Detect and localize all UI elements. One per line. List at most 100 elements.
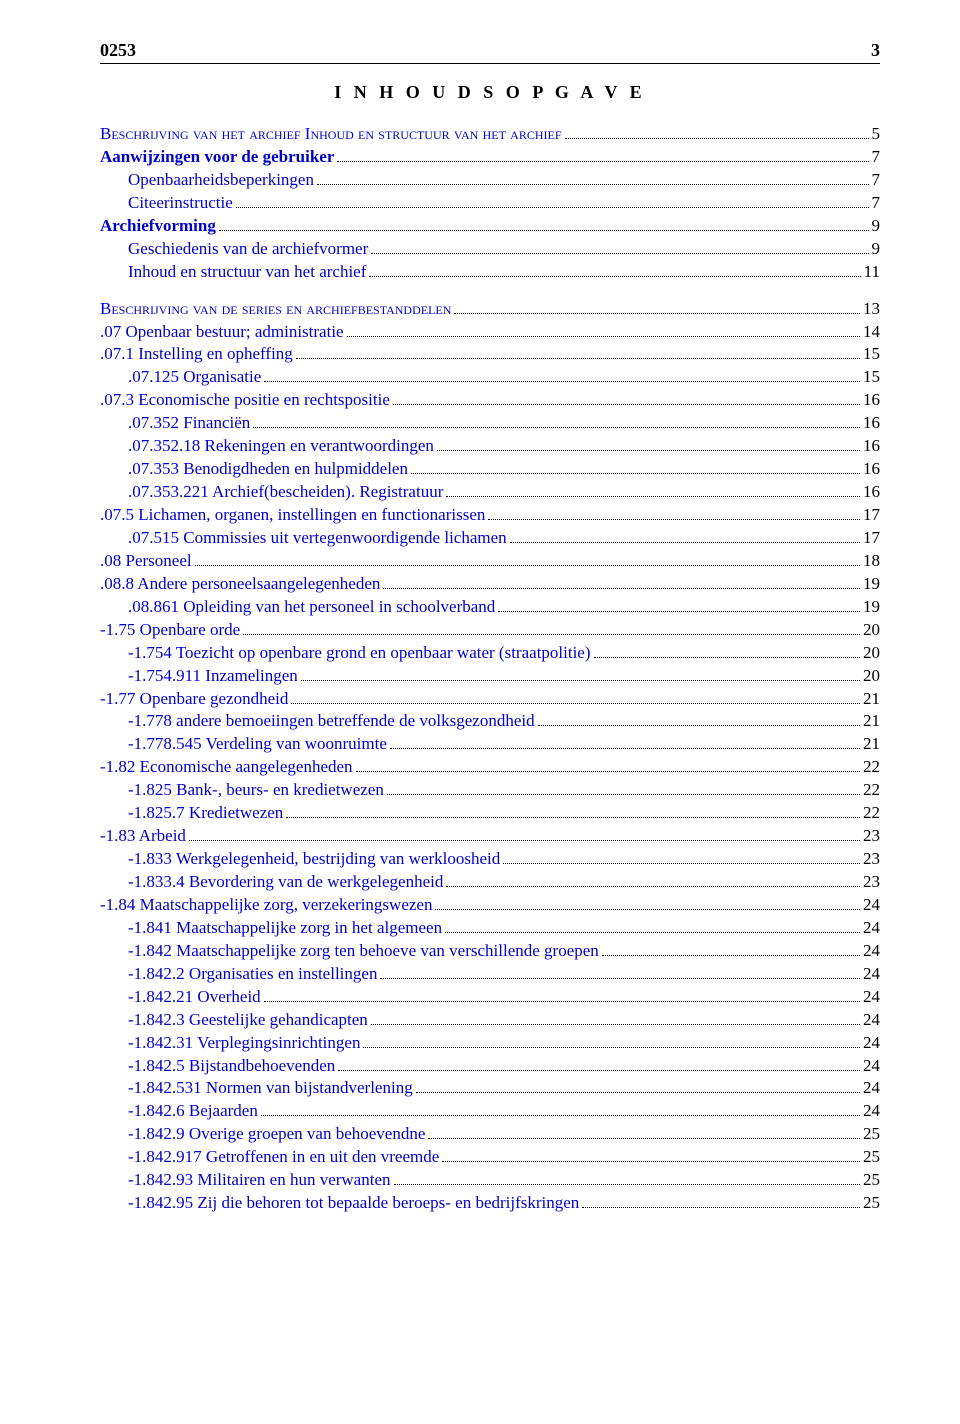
- toc-link[interactable]: Beschrijving van de series en archiefbes…: [100, 299, 451, 318]
- toc-link[interactable]: -1.83 Arbeid: [100, 826, 186, 845]
- toc-row: -1.754 Toezicht op openbare grond en ope…: [100, 642, 880, 665]
- toc-link[interactable]: -1.84 Maatschappelijke zorg, verzekering…: [100, 895, 432, 914]
- toc-label: .07.352.18 Rekeningen en verantwoordinge…: [128, 435, 434, 458]
- toc-page-number: 24: [863, 1100, 880, 1123]
- toc-label: -1.754.911 Inzamelingen: [128, 665, 298, 688]
- toc-leader-dots: [594, 657, 860, 658]
- toc-label: Geschiedenis van de archiefvormer: [128, 238, 368, 261]
- toc-leader-dots: [446, 886, 860, 887]
- toc-leader-dots: [454, 313, 860, 314]
- toc-link[interactable]: -1.842.31 Verplegingsinrichtingen: [128, 1033, 360, 1052]
- toc-leader-dots: [565, 138, 869, 139]
- toc-link[interactable]: .07.1 Instelling en opheffing: [100, 344, 293, 363]
- toc-leader-dots: [510, 542, 860, 543]
- toc-link[interactable]: .07.515 Commissies uit vertegenwoordigen…: [128, 528, 507, 547]
- toc-page-number: 17: [863, 527, 880, 550]
- toc-label: -1.842.2 Organisaties en instellingen: [128, 963, 377, 986]
- toc-page-number: 16: [863, 458, 880, 481]
- toc-page-number: 25: [863, 1123, 880, 1146]
- toc-label: -1.833.4 Bevordering van de werkgelegenh…: [128, 871, 443, 894]
- toc-link[interactable]: -1.842.9 Overige groepen van behoevendne: [128, 1124, 425, 1143]
- toc-link[interactable]: -1.825 Bank-, beurs- en kredietwezen: [128, 780, 384, 799]
- toc-link[interactable]: .07.125 Organisatie: [128, 367, 261, 386]
- toc-page-number: 20: [863, 665, 880, 688]
- toc-leader-dots: [347, 336, 860, 337]
- toc-link[interactable]: .08.8 Andere personeelsaangelegenheden: [100, 574, 380, 593]
- toc-link[interactable]: .07.352 Financiën: [128, 413, 250, 432]
- toc-page-number: 16: [863, 389, 880, 412]
- toc-leader-dots: [538, 725, 860, 726]
- toc-link[interactable]: -1.754 Toezicht op openbare grond en ope…: [128, 643, 591, 662]
- toc-link[interactable]: -1.841 Maatschappelijke zorg in het alge…: [128, 918, 442, 937]
- toc-link[interactable]: -1.842.21 Overheid: [128, 987, 261, 1006]
- toc-link[interactable]: -1.842.5 Bijstandbehoevenden: [128, 1056, 335, 1075]
- toc-link[interactable]: -1.842.95 Zij die behoren tot bepaalde b…: [128, 1193, 579, 1212]
- toc-link[interactable]: -1.833.4 Bevordering van de werkgelegenh…: [128, 872, 443, 891]
- toc-link[interactable]: .07 Openbaar bestuur; administratie: [100, 322, 344, 341]
- toc-link[interactable]: -1.75 Openbare orde: [100, 620, 240, 639]
- toc-link[interactable]: Inhoud en structuur van het archief: [128, 262, 366, 281]
- toc-row: .07.3 Economische positie en rechtsposit…: [100, 389, 880, 412]
- toc-page-number: 15: [863, 343, 880, 366]
- toc-link[interactable]: -1.77 Openbare gezondheid: [100, 689, 288, 708]
- toc-link[interactable]: .07.353.221 Archief(bescheiden). Registr…: [128, 482, 443, 501]
- toc-link[interactable]: -1.842.93 Militairen en hun verwanten: [128, 1170, 391, 1189]
- toc-page-number: 19: [863, 596, 880, 619]
- toc-link[interactable]: .07.5 Lichamen, organen, instellingen en…: [100, 505, 485, 524]
- toc-label: .08.8 Andere personeelsaangelegenheden: [100, 573, 380, 596]
- toc-link[interactable]: Archiefvorming: [100, 216, 216, 235]
- toc-link[interactable]: -1.842.6 Bejaarden: [128, 1101, 258, 1120]
- toc-leader-dots: [261, 1115, 860, 1116]
- toc-row: .07 Openbaar bestuur; administratie14: [100, 321, 880, 344]
- toc-link[interactable]: .07.353 Benodigdheden en hulpmiddelen: [128, 459, 408, 478]
- toc-leader-dots: [195, 565, 860, 566]
- toc-link[interactable]: Geschiedenis van de archiefvormer: [128, 239, 368, 258]
- page-container: 0253 3 I N H O U D S O P G A V E Beschri…: [0, 0, 960, 1275]
- toc-link[interactable]: .08.861 Opleiding van het personeel in s…: [128, 597, 495, 616]
- toc-link[interactable]: Citeerinstructie: [128, 193, 233, 212]
- toc-label: .07.125 Organisatie: [128, 366, 261, 389]
- toc-label: Archiefvorming: [100, 215, 216, 238]
- toc-row: -1.833 Werkgelegenheid, bestrijding van …: [100, 848, 880, 871]
- toc-label: .07.353.221 Archief(bescheiden). Registr…: [128, 481, 443, 504]
- toc-link[interactable]: -1.825.7 Kredietwezen: [128, 803, 283, 822]
- toc-page-number: 24: [863, 986, 880, 1009]
- toc-leader-dots: [498, 611, 860, 612]
- toc-link[interactable]: -1.842.3 Geestelijke gehandicapten: [128, 1010, 368, 1029]
- toc-link[interactable]: .08 Personeel: [100, 551, 192, 570]
- toc-label: -1.842.5 Bijstandbehoevenden: [128, 1055, 335, 1078]
- toc-link[interactable]: Openbaarheidsbeperkingen: [128, 170, 314, 189]
- toc-row: -1.842.21 Overheid 24: [100, 986, 880, 1009]
- toc-leader-dots: [356, 771, 860, 772]
- toc-link[interactable]: -1.778 andere bemoeiingen betreffende de…: [128, 711, 535, 730]
- toc-link[interactable]: -1.754.911 Inzamelingen: [128, 666, 298, 685]
- toc-link[interactable]: -1.842.917 Getroffenen in en uit den vre…: [128, 1147, 439, 1166]
- toc-link[interactable]: .07.352.18 Rekeningen en verantwoordinge…: [128, 436, 434, 455]
- toc-label: -1.842.6 Bejaarden: [128, 1100, 258, 1123]
- toc-leader-dots: [369, 276, 860, 277]
- toc-page-number: 20: [863, 619, 880, 642]
- toc-leader-dots: [390, 748, 860, 749]
- toc-page-number: 19: [863, 573, 880, 596]
- toc-link[interactable]: -1.778.545 Verdeling van woonruimte: [128, 734, 387, 753]
- toc-link[interactable]: -1.82 Economische aangelegenheden: [100, 757, 353, 776]
- toc-row: -1.83 Arbeid23: [100, 825, 880, 848]
- toc-leader-dots: [411, 473, 860, 474]
- toc-link[interactable]: Beschrijving van het archief Inhoud en s…: [100, 124, 562, 143]
- toc-link[interactable]: .07.3 Economische positie en rechtsposit…: [100, 390, 390, 409]
- toc-row: Beschrijving van de series en archiefbes…: [100, 298, 880, 321]
- toc-row: -1.77 Openbare gezondheid21: [100, 688, 880, 711]
- toc-link[interactable]: -1.842.531 Normen van bijstandverlening: [128, 1078, 413, 1097]
- toc-link[interactable]: -1.842 Maatschappelijke zorg ten behoeve…: [128, 941, 599, 960]
- toc-row: -1.842.531 Normen van bijstandverlening2…: [100, 1077, 880, 1100]
- toc-page-number: 17: [863, 504, 880, 527]
- toc-link[interactable]: Aanwijzingen voor de gebruiker: [100, 147, 334, 166]
- toc-leader-dots: [337, 161, 868, 162]
- toc-link[interactable]: -1.833 Werkgelegenheid, bestrijding van …: [128, 849, 500, 868]
- toc-gap: [100, 284, 880, 298]
- toc-row: .07.352 Financiën16: [100, 412, 880, 435]
- toc-leader-dots: [387, 794, 860, 795]
- toc-link[interactable]: -1.842.2 Organisaties en instellingen: [128, 964, 377, 983]
- toc-row: -1.842.9 Overige groepen van behoevendne…: [100, 1123, 880, 1146]
- toc-leader-dots: [219, 230, 869, 231]
